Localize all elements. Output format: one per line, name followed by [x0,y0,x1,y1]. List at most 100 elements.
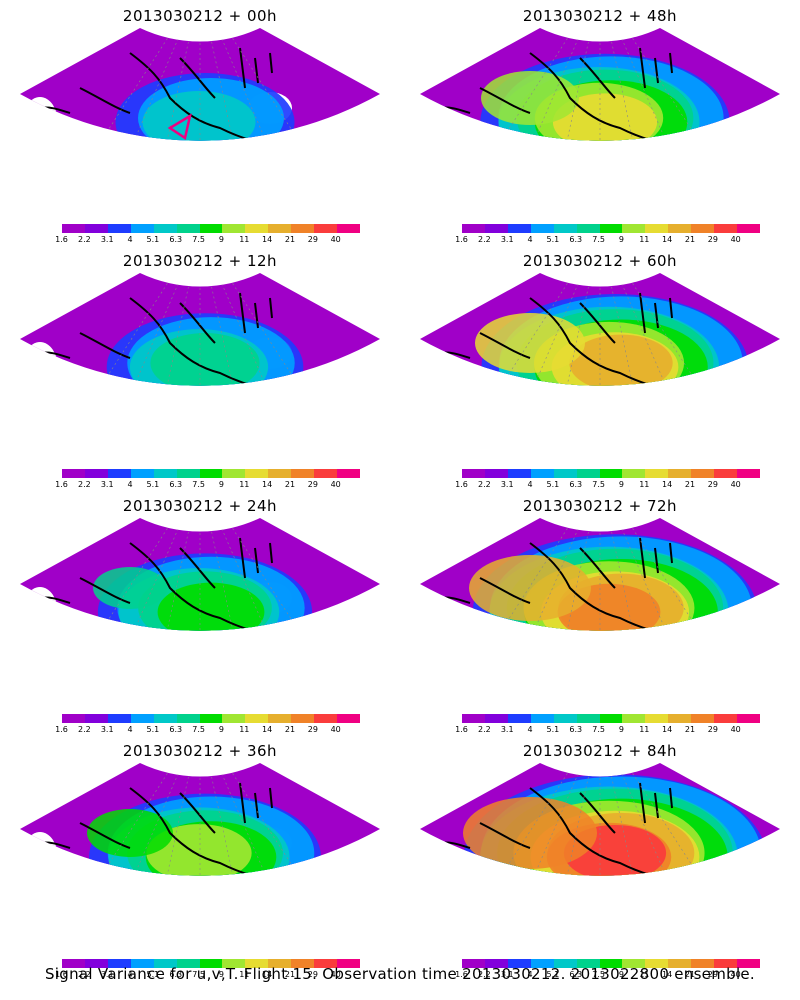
variance-contour [475,313,585,373]
colorbar-swatch [84,714,108,723]
latitude-line [50,674,350,710]
colorbar-swatch [130,714,154,723]
colorbar-tick-label: 5.1 [146,970,160,979]
colorbar-tick-label: 21 [684,480,696,489]
variance-map [420,518,780,710]
variance-contour [481,71,579,125]
variance-contour [569,334,673,386]
colorbar-swatch [714,224,738,233]
low-signal-gap [420,379,500,386]
forecast-panel: 2013030212 + 24h 1.6 2.2 3.1 4 5.1 6.3 7.5 9 11 14… [0,490,400,735]
colorbar-swatch [62,469,85,478]
colorbar-tick-label: 29 [707,970,718,979]
colorbar-swatch [737,224,760,233]
colorbar-swatch [599,469,623,478]
forecast-panel: 2013030212 + 00h 1.6 2.2 3.1 4 5.1 6.3 7.5 9 11 14… [0,0,400,245]
colorbar-tick-label: 5.1 [146,235,160,244]
colorbar-swatch [268,469,292,478]
variance-contour [93,567,167,609]
colorbar-swatch [530,959,554,968]
colorbar-swatch [645,959,669,968]
variance-map [20,518,380,710]
colorbar-tick-label: 40 [330,970,341,979]
latitude-line [440,154,760,202]
variance-map [420,763,780,923]
latitude-line [440,399,760,447]
low-signal-gap [75,168,135,188]
colorbar-swatch [62,224,85,233]
colorbar-labels: 1.6 2.2 3.1 4 5.1 6.3 7.5 9 11 14 21 29 40 [55,725,366,735]
longitude-line [199,28,301,141]
colorbar-swatch [337,224,360,233]
colorbar-swatch [337,959,360,968]
colorbar-swatch [62,714,85,723]
latitude-line [450,674,750,710]
colorbar-swatch [107,469,131,478]
colorbar-swatch [199,714,223,723]
latitude-line [50,184,350,220]
colorbar-tick-label: 21 [684,725,696,734]
low-signal-gap [22,587,58,631]
longitude-line [99,273,201,386]
colorbar-tick-label: 1.6 [55,725,68,734]
forecast-panel: 2013030212 + 60h 1.6 2.2 3.1 4 5.1 6.3 7.5 9 11 14… [400,245,800,490]
colorbar-tick-label: 4 [127,970,133,979]
colorbar-tick-label: 40 [730,480,741,489]
colorbar-swatch [314,959,338,968]
colorbar-tick-label: 29 [307,725,318,734]
colorbar-tick-label: 1.6 [455,970,468,979]
colorbar-swatch [222,714,246,723]
colorbar-tick-label: 4 [527,725,533,734]
colorbar-tick-label: 3.1 [100,235,114,244]
colorbar-tick-label: 2.2 [77,970,91,979]
colorbar-swatch [668,469,692,478]
colorbar-swatch [268,714,292,723]
colorbar-tick-label: 6.3 [569,725,583,734]
colorbar-swatch [553,224,577,233]
colorbar-tick-label: 29 [707,480,718,489]
colorbar-tick-label: 11 [639,970,650,979]
colorbar-tick-label: 5.1 [546,970,560,979]
colorbar-swatch [107,224,131,233]
colorbar-tick-label: 7.5 [192,480,205,489]
longitude-line [599,28,701,141]
colorbar [62,469,360,478]
colorbar-swatch [153,224,177,233]
latitude-line [450,184,750,220]
colorbar-tick-label: 7.5 [592,970,605,979]
colorbar-swatch [84,959,108,968]
low-signal-gap [475,903,535,923]
colorbar-swatch [199,224,223,233]
colorbar-swatch [530,714,554,723]
colorbar-swatch [107,959,131,968]
colorbar-swatch [668,714,692,723]
colorbar-swatch [484,224,508,233]
colorbar-tick-label: 2.2 [477,480,491,489]
colorbar-swatch [507,714,531,723]
colorbar-swatch [291,714,315,723]
low-signal-gap [20,134,100,141]
colorbar-swatch [153,469,177,478]
colorbar-tick-label: 7.5 [192,235,205,244]
colorbar-tick-label: 11 [239,480,250,489]
longitude-line [99,28,201,141]
colorbar-swatch [714,959,738,968]
colorbar [62,714,360,723]
forecast-panel: 2013030212 + 84h 1.6 2.2 3.1 4 5.1 6.3 7.5 9 11 14… [400,735,800,980]
colorbar-tick-label: 40 [730,235,741,244]
colorbar-tick-label: 40 [730,970,741,979]
colorbar [462,959,760,968]
colorbar-swatch [314,224,338,233]
panel-title: 2013030212 + 72h [522,497,678,515]
colorbar-tick-label: 14 [262,725,273,734]
colorbar-swatch [691,714,715,723]
colorbar-swatch [222,469,246,478]
panel-title: 2013030212 + 84h [522,742,678,760]
colorbar-swatch [484,959,508,968]
forecast-panel: 2013030212 + 72h 1.6 2.2 3.1 4 5.1 6.3 7.5 9 11 14… [400,490,800,735]
colorbar-swatch [691,469,715,478]
variance-contour [87,809,173,857]
colorbar-tick-label: 9 [618,970,624,979]
coastline [39,292,336,386]
colorbar-tick-label: 5.1 [546,235,560,244]
